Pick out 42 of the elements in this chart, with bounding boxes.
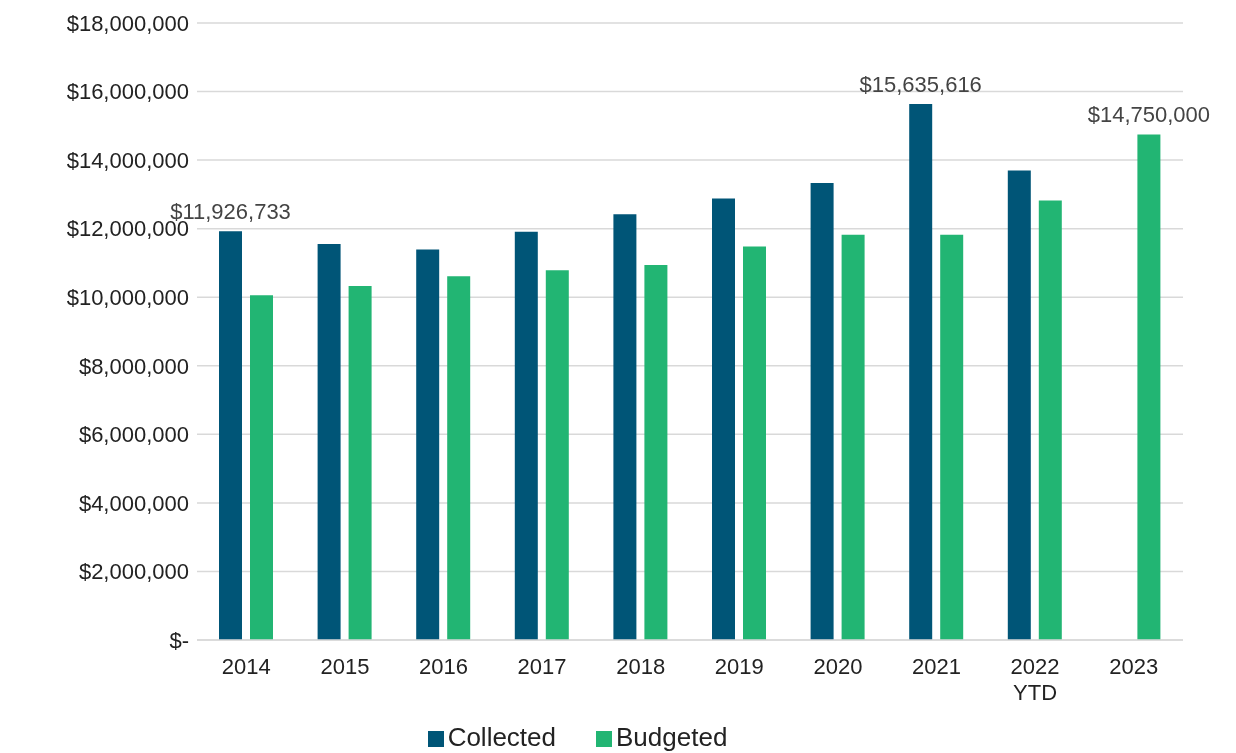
bar	[940, 234, 964, 640]
x-tick-label: 2016	[419, 654, 468, 679]
bar	[743, 246, 766, 640]
y-tick-label: $14,000,000	[66, 147, 189, 173]
bar	[1038, 200, 1062, 640]
x-tick-label: 2021	[912, 654, 961, 679]
x-tick-label: 2023	[1109, 654, 1159, 679]
y-tick-label: $6,000,000	[78, 422, 189, 448]
bar	[416, 249, 440, 640]
bar	[219, 231, 242, 640]
bar	[1007, 170, 1031, 640]
x-tick-label: 2014	[221, 654, 271, 679]
x-tick-label: 2018	[616, 654, 666, 679]
bar	[348, 285, 372, 640]
y-tick-label: $4,000,000	[78, 490, 189, 516]
y-tick-label: $10,000,000	[66, 285, 189, 311]
bar	[317, 244, 341, 640]
bar	[841, 234, 865, 640]
data-label: $14,750,000	[1087, 102, 1211, 128]
x-tick-label: 2022 YTD	[1010, 654, 1060, 705]
bar	[250, 295, 273, 640]
bar	[712, 198, 735, 640]
bar	[810, 183, 834, 640]
x-tick-label: 2020	[813, 654, 863, 679]
bar	[514, 231, 538, 640]
bar	[909, 104, 933, 640]
data-label: $15,635,616	[859, 72, 982, 98]
bar	[1137, 134, 1161, 640]
bar	[545, 270, 569, 640]
x-tick-label: 2015	[320, 654, 370, 679]
y-tick-label: $2,000,000	[78, 559, 189, 585]
legend-label: Collected	[447, 722, 557, 752]
x-tick-label: 2017	[517, 654, 567, 679]
y-tick-label: $8,000,000	[78, 353, 189, 379]
y-tick-label: $16,000,000	[66, 79, 189, 105]
legend-label: Budgeted	[616, 722, 728, 752]
bar	[613, 214, 637, 640]
bar	[644, 265, 668, 640]
x-tick-label: 2019	[714, 654, 764, 679]
bar	[447, 276, 471, 640]
y-tick-label: $18,000,000	[66, 10, 189, 36]
y-tick-label: $-	[169, 627, 189, 653]
